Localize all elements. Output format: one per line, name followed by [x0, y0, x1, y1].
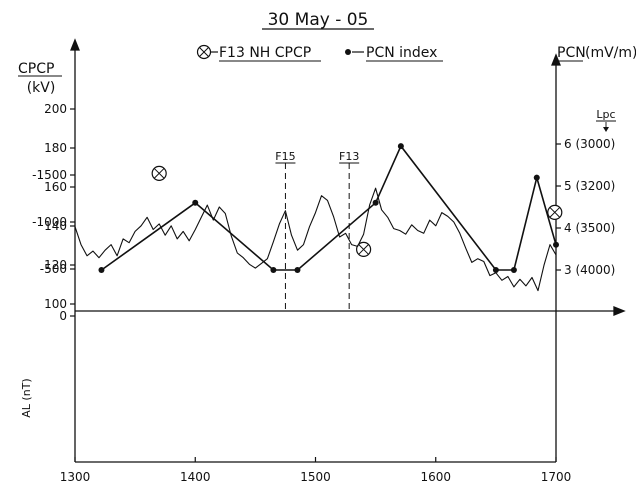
y-al-tick-label: 0 [59, 309, 67, 323]
x-tick-label: 1700 [541, 470, 572, 484]
y-right-tick-label: 6 (3000) [564, 137, 615, 151]
pcn-index-point [510, 267, 517, 273]
y-al-tick-label: -1500 [32, 168, 67, 182]
left-axis-arrow-icon [70, 38, 80, 51]
vline-label-f13: F13 [339, 150, 359, 163]
y-al-tick-label: -500 [40, 262, 67, 276]
pcn-index-point [533, 174, 540, 181]
y-left-tick-label: 120 [44, 258, 67, 272]
y-al-label: AL (nT) [20, 378, 33, 417]
legend: F13 NH CPCP PCN index [196, 44, 443, 62]
pcn-index-point [192, 199, 199, 206]
y-left-tick-label: 180 [44, 141, 67, 155]
y-left-tick-label: 100 [44, 297, 67, 311]
chart-static: 30 May - 05 F13 NH CPCP PCN index CPCP (… [18, 10, 636, 463]
y-right-tick-label: 4 (3500) [564, 221, 615, 235]
chart-title: 30 May - 05 [268, 10, 369, 30]
pcn-index-point [492, 267, 499, 273]
lpc-arrow-icon [603, 122, 609, 132]
vline-label-f15: F15 [275, 150, 295, 163]
y-left-unit: (kV) [27, 80, 56, 96]
x-tick-label: 1300 [60, 470, 91, 484]
legend-pcn-label: PCN index [366, 45, 437, 61]
right-axis-arrow-icon [551, 53, 561, 66]
legend-cpcp-marker-icon [196, 44, 212, 60]
y-left-tick-label: 200 [44, 102, 67, 116]
y-left-label: CPCP [18, 61, 54, 77]
y-right-tick-label: 3 (4000) [564, 263, 615, 277]
pcn-index-point [98, 267, 105, 273]
cpcp-point-cross [358, 244, 369, 255]
pcn-index-point [553, 241, 559, 248]
y-right-tick-label: 5 (3200) [564, 179, 615, 193]
y-left-tick-label: 160 [44, 180, 67, 194]
axes [70, 38, 626, 463]
al-line [74, 187, 557, 292]
legend-pcn-dot-icon [345, 49, 351, 55]
chart-dynamic: 100 120 140 160 180 200 3 (4000) 4 (3500) 5 (320… [32, 102, 615, 484]
pcn-index-line [101, 144, 557, 271]
cpcp-point-cross [549, 207, 561, 218]
cpcp-point-cross [153, 168, 165, 179]
middle-axis-arrow-icon [613, 306, 626, 316]
legend-cpcp-label: F13 NH CPCP [219, 45, 311, 61]
x-tick-label: 1500 [300, 470, 331, 484]
y-right-unit: (mV/m) [585, 45, 636, 61]
pcn-index-point [270, 267, 277, 273]
lpc-label: Lpc [596, 108, 615, 121]
y-al-tick-label: -1000 [32, 215, 67, 229]
x-tick-label: 1600 [420, 470, 451, 484]
x-tick-label: 1400 [180, 470, 211, 484]
y-right-label: PCN [557, 45, 586, 61]
pcn-index-point [397, 143, 404, 150]
pcn-index-point [372, 199, 379, 206]
y-left-tick-label: 140 [44, 219, 67, 233]
pcn-index-point [294, 267, 301, 273]
